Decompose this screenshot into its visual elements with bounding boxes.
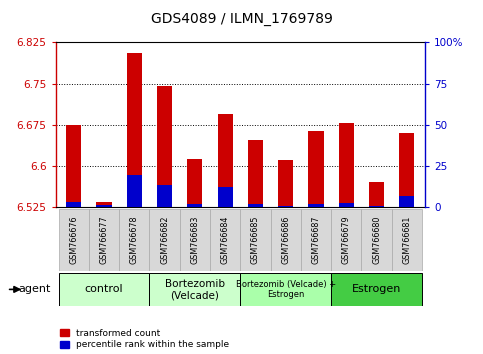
Bar bbox=[157, 185, 172, 207]
Bar bbox=[278, 206, 293, 207]
Bar bbox=[309, 204, 324, 207]
Bar bbox=[361, 209, 392, 271]
Bar bbox=[127, 53, 142, 207]
Bar bbox=[157, 86, 172, 207]
Bar bbox=[210, 209, 241, 271]
Bar bbox=[89, 209, 119, 271]
Text: GSM766687: GSM766687 bbox=[312, 216, 321, 264]
Bar bbox=[270, 209, 301, 271]
Text: GSM766683: GSM766683 bbox=[190, 216, 199, 264]
Bar bbox=[331, 209, 361, 271]
Text: GSM766681: GSM766681 bbox=[402, 216, 412, 264]
Bar bbox=[248, 204, 263, 207]
Bar bbox=[149, 209, 180, 271]
Bar bbox=[66, 125, 81, 207]
Bar bbox=[241, 209, 270, 271]
Bar bbox=[127, 175, 142, 207]
Bar bbox=[399, 133, 414, 207]
Bar bbox=[331, 273, 422, 306]
Bar bbox=[97, 202, 112, 207]
Text: GSM766685: GSM766685 bbox=[251, 216, 260, 264]
Bar bbox=[66, 202, 81, 207]
Text: GDS4089 / ILMN_1769789: GDS4089 / ILMN_1769789 bbox=[151, 12, 332, 27]
Bar bbox=[187, 204, 202, 207]
Bar bbox=[187, 159, 202, 207]
Bar bbox=[339, 123, 354, 207]
Bar bbox=[217, 187, 233, 207]
Text: Bortezomib
(Velcade): Bortezomib (Velcade) bbox=[165, 279, 225, 300]
Bar bbox=[217, 114, 233, 207]
Bar bbox=[369, 182, 384, 207]
Bar bbox=[399, 196, 414, 207]
Text: GSM766678: GSM766678 bbox=[130, 216, 139, 264]
Bar bbox=[58, 209, 89, 271]
Text: GSM766676: GSM766676 bbox=[69, 216, 78, 264]
Bar bbox=[309, 131, 324, 207]
Bar bbox=[339, 203, 354, 207]
Legend: transformed count, percentile rank within the sample: transformed count, percentile rank withi… bbox=[60, 329, 229, 349]
Text: Estrogen: Estrogen bbox=[352, 284, 401, 295]
Bar bbox=[392, 209, 422, 271]
Bar bbox=[149, 273, 241, 306]
Bar bbox=[58, 273, 149, 306]
Text: GSM766680: GSM766680 bbox=[372, 216, 381, 264]
Text: GSM766686: GSM766686 bbox=[281, 216, 290, 264]
Bar bbox=[119, 209, 149, 271]
Text: GSM766682: GSM766682 bbox=[160, 216, 169, 264]
Text: GSM766679: GSM766679 bbox=[342, 216, 351, 264]
Bar bbox=[248, 139, 263, 207]
Text: agent: agent bbox=[18, 284, 51, 295]
Text: Bortezomib (Velcade) +
Estrogen: Bortezomib (Velcade) + Estrogen bbox=[236, 280, 336, 299]
Bar bbox=[278, 160, 293, 207]
Text: GSM766684: GSM766684 bbox=[221, 216, 229, 264]
Bar bbox=[97, 205, 112, 207]
Bar bbox=[241, 273, 331, 306]
Bar bbox=[369, 206, 384, 207]
Text: control: control bbox=[85, 284, 123, 295]
Bar bbox=[301, 209, 331, 271]
Bar bbox=[180, 209, 210, 271]
Text: GSM766677: GSM766677 bbox=[99, 216, 109, 264]
